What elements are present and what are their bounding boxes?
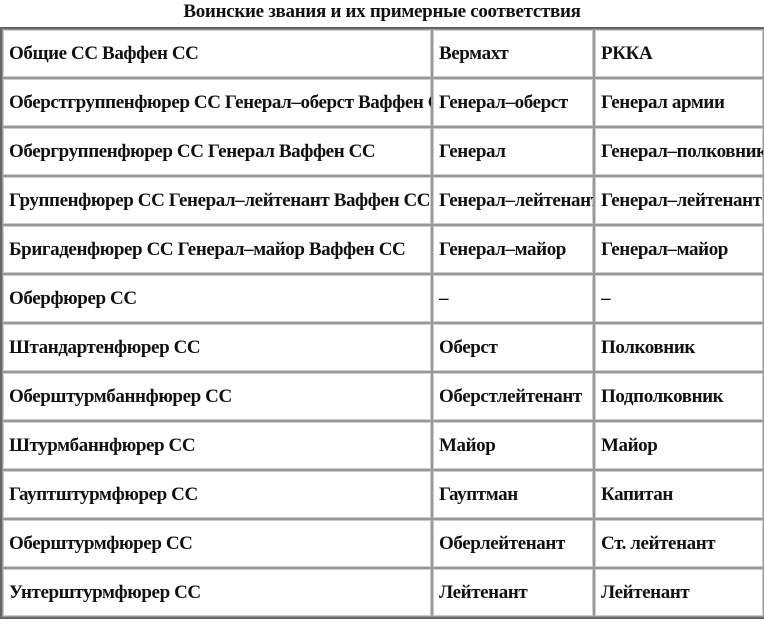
table-cell: Генерал–лейтенант <box>594 176 764 225</box>
table-cell: Оберфюрер СС <box>2 274 432 323</box>
table-cell: Генерал–майор <box>432 225 594 274</box>
table-cell: Оберштурмфюрер СС <box>2 519 432 568</box>
table-cell: Генерал армии <box>594 78 764 127</box>
table-cell: Вермахт <box>432 29 594 78</box>
table-cell: Бригаденфюрер СС Генерал–майор Ваффен СС <box>2 225 432 274</box>
title: Воинские звания и их примерные соответст… <box>183 1 581 22</box>
table-cell: Унтерштурмфюрер СС <box>2 568 432 617</box>
table-cell: Обергруппенфюрер СС Генерал Ваффен СС <box>2 127 432 176</box>
table-cell: Гауптштурмфюрер СС <box>2 470 432 519</box>
table-row: Оберштурмфюрер СС Оберлейтенант Ст. лейтен… <box>2 519 764 568</box>
table-row: Оберфюрер СС – – <box>2 274 764 323</box>
table-cell: Оберстгруппенфюрер СС Генерал–оберст Ваф… <box>2 78 432 127</box>
table-cell: Оберлейтенант <box>432 519 594 568</box>
table-row: Штурмбаннфюрер СС Майор Майор <box>2 421 764 470</box>
table-cell: Гауптман <box>432 470 594 519</box>
table-cell: Подполковник <box>594 372 764 421</box>
table-row: Гауптштурмфюрер СС Гауптман Капитан <box>2 470 764 519</box>
table-row: Обергруппенфюрер СС Генерал Ваффен СС Ген… <box>2 127 764 176</box>
table-cell: Группенфюрер СС Генерал–лейтенант Ваффен… <box>2 176 432 225</box>
table-cell: Штурмбаннфюрер СС <box>2 421 432 470</box>
table-row: Группенфюрер СС Генерал–лейтенант Ваффен… <box>2 176 764 225</box>
table-cell: Оберстлейтенант <box>432 372 594 421</box>
table-row: Штандартенфюрер СС Оберст Полковник <box>2 323 764 372</box>
table-cell: Генерал–лейтенант <box>432 176 594 225</box>
table-cell: Генерал–полковник <box>594 127 764 176</box>
table-cell: Лейтенант <box>432 568 594 617</box>
table-cell: РККА <box>594 29 764 78</box>
table-cell: Генерал <box>432 127 594 176</box>
table-cell: Полковник <box>594 323 764 372</box>
table-cell: Оберст <box>432 323 594 372</box>
table-cell: Общие СС Ваффен СС <box>2 29 432 78</box>
table-cell: Штандартенфюрер СС <box>2 323 432 372</box>
table-cell: Капитан <box>594 470 764 519</box>
table-cell: Майор <box>432 421 594 470</box>
table-cell: Ст. лейтенант <box>594 519 764 568</box>
table-cell: – <box>594 274 764 323</box>
table-cell: Лейтенант <box>594 568 764 617</box>
table-row: Общие СС Ваффен СС Вермахт РККА <box>2 29 764 78</box>
ranks-table: Общие СС Ваффен СС Вермахт РККА Оберстгрупп… <box>0 27 764 619</box>
table-row: Бригаденфюрер СС Генерал–майор Ваффен СС… <box>2 225 764 274</box>
table-row: Унтерштурмфюрер СС Лейтенант Лейтенант <box>2 568 764 617</box>
table-cell: Майор <box>594 421 764 470</box>
table-cell: Генерал–майор <box>594 225 764 274</box>
table-row: Оберштурмбаннфюрер СС Оберстлейтенант Подп… <box>2 372 764 421</box>
table-cell: – <box>432 274 594 323</box>
table-row: Оберстгруппенфюрер СС Генерал–оберст Ваф… <box>2 78 764 127</box>
table-cell: Оберштурмбаннфюрер СС <box>2 372 432 421</box>
table-cell: Генерал–оберст <box>432 78 594 127</box>
